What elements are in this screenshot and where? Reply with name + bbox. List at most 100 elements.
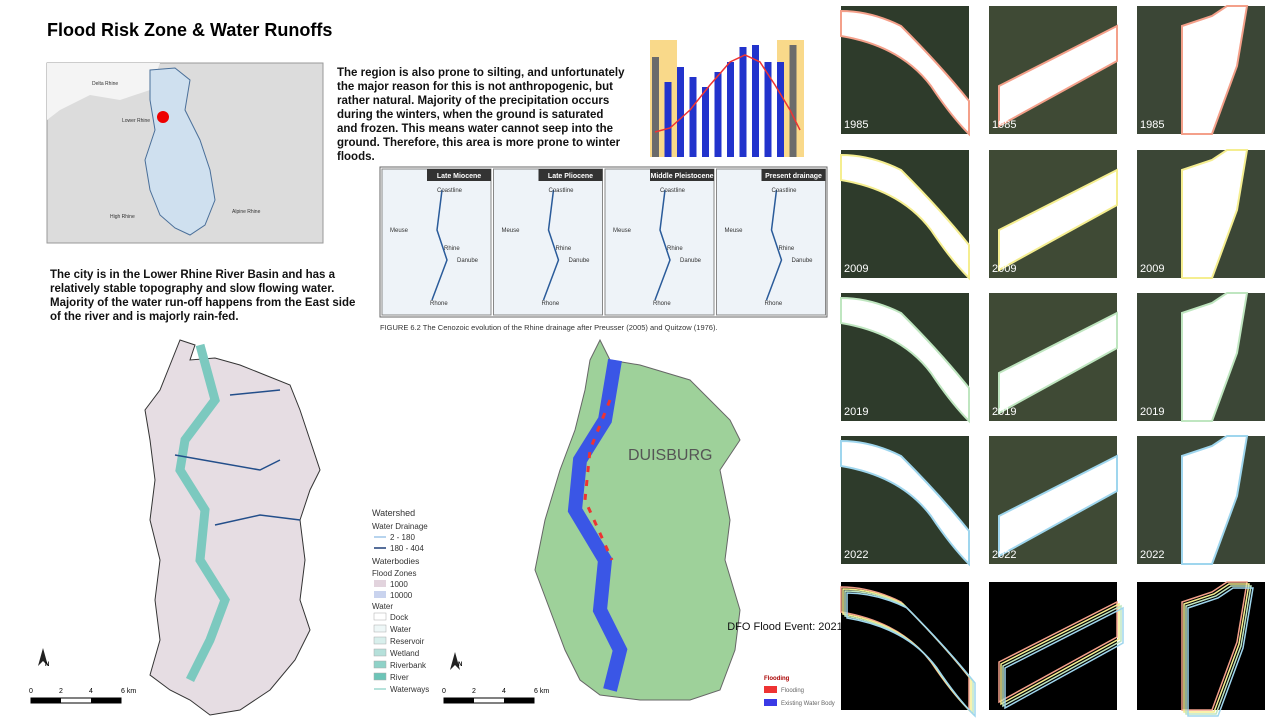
climate-bar	[652, 57, 659, 157]
legend-text: 180 - 404	[390, 544, 424, 553]
evo-label: Rhine	[444, 246, 460, 252]
legend-swatch	[374, 580, 386, 587]
evo-label: Rhine	[667, 246, 683, 252]
year-label: 2009	[1140, 263, 1164, 275]
climate-bar	[777, 62, 784, 157]
evo-panel-title: Late Miocene	[437, 173, 481, 180]
climate-bar	[689, 77, 697, 157]
evo-label: Coastline	[772, 188, 798, 194]
climate-bar	[727, 62, 734, 157]
climate-bar	[752, 45, 759, 157]
evo-label: Coastline	[549, 188, 575, 194]
legend-text: 2 - 180	[390, 533, 415, 542]
year-label: 2022	[1140, 549, 1164, 561]
overlay-outline	[1004, 606, 1124, 710]
river-outline	[998, 168, 1118, 272]
overlay-outline	[1187, 587, 1254, 717]
paragraph: The region is also prone to silting, and…	[337, 67, 625, 163]
river-outline	[1181, 292, 1249, 422]
overlay-outline	[1185, 585, 1252, 715]
legend-swatch	[764, 699, 777, 706]
year-label: 2022	[992, 549, 1016, 561]
legend-text: Reservoir	[390, 637, 425, 646]
evo-label: Danube	[569, 258, 591, 264]
scale-label: 6 km	[121, 688, 136, 695]
legend-text: Watershed	[372, 508, 415, 518]
legend-text: Water	[390, 625, 411, 634]
year-label: 2019	[1140, 406, 1164, 418]
year-label: 2019	[844, 406, 868, 418]
river-outline	[840, 296, 970, 424]
legend-text: Flood Zones	[372, 569, 416, 578]
scale-label: 2	[59, 688, 63, 695]
river	[175, 343, 230, 683]
paragraph: The city is in the Lower Rhine River Bas…	[50, 269, 356, 323]
evo-panel	[381, 168, 492, 316]
legend-swatch	[764, 686, 777, 693]
scale-label: 4	[89, 688, 93, 695]
evo-river	[654, 189, 671, 301]
map-label: Delta Rhine	[92, 81, 118, 87]
evo-label: Rhine	[556, 246, 572, 252]
evo-label: Meuse	[502, 228, 521, 234]
legend-swatch	[373, 624, 387, 633]
year-label: 2009	[844, 263, 868, 275]
legend-text: 1000	[390, 580, 408, 589]
river-outline	[840, 439, 970, 567]
legend-swatch	[373, 672, 387, 681]
evo-panel-title: Middle Pleistocene	[650, 173, 713, 180]
location-marker	[157, 111, 169, 123]
map-label: High Rhine	[110, 214, 135, 220]
evo-header	[427, 169, 491, 181]
evo-label: Rhine	[779, 246, 795, 252]
watershed-map	[144, 339, 321, 716]
climate-bar	[789, 45, 797, 157]
north-label: N	[45, 662, 49, 668]
legend-text: Flooding	[781, 688, 804, 694]
evo-panel-title: Late Pliocene	[548, 173, 593, 180]
legend-text: Existing Water Body	[781, 701, 835, 707]
river-outline	[1181, 149, 1249, 279]
caption: FIGURE 6.2 The Cenozoic evolution of the…	[380, 323, 718, 332]
river-outline	[840, 9, 970, 137]
scale-bar	[444, 698, 474, 703]
map-label: Alpine Rhine	[232, 209, 261, 215]
year-label: 2022	[844, 549, 868, 561]
river-outline	[1181, 5, 1249, 135]
climate-bar	[764, 62, 772, 157]
overlay-outline	[998, 600, 1118, 704]
north-label: N	[458, 662, 462, 668]
evo-panel	[493, 168, 603, 316]
title: Flood Risk Zone & Water Runoffs	[47, 20, 333, 40]
map-label: Lower Rhine	[122, 118, 150, 124]
overlay-outline	[1000, 602, 1120, 706]
evo-label: Meuse	[613, 228, 632, 234]
river-outline	[840, 153, 970, 281]
evo-panel	[716, 168, 826, 316]
evo-label: Rhone	[765, 301, 783, 307]
city-label: DUISBURG	[628, 447, 712, 464]
scale-label: 2	[472, 688, 476, 695]
evo-label: Meuse	[390, 228, 409, 234]
evo-header	[650, 169, 714, 181]
scale-label: 6 km	[534, 688, 549, 695]
scale-label: 4	[502, 688, 506, 695]
evo-label: Coastline	[437, 188, 463, 194]
legend-text: Riverbank	[390, 661, 427, 670]
evo-label: Danube	[680, 258, 702, 264]
sea	[47, 63, 160, 120]
evo-label: Coastline	[660, 188, 686, 194]
river-outline	[998, 311, 1118, 415]
evo-label: Rhone	[653, 301, 671, 307]
year-label: 1985	[1140, 119, 1164, 131]
climate-bar	[739, 47, 747, 157]
evo-river	[765, 189, 783, 301]
satellite-tile	[989, 582, 1117, 710]
year-label: 2019	[992, 406, 1016, 418]
legend-text: Waterways	[390, 685, 429, 694]
legend-swatch	[373, 612, 387, 621]
basin	[144, 67, 216, 236]
overlay-outline	[1002, 604, 1122, 708]
